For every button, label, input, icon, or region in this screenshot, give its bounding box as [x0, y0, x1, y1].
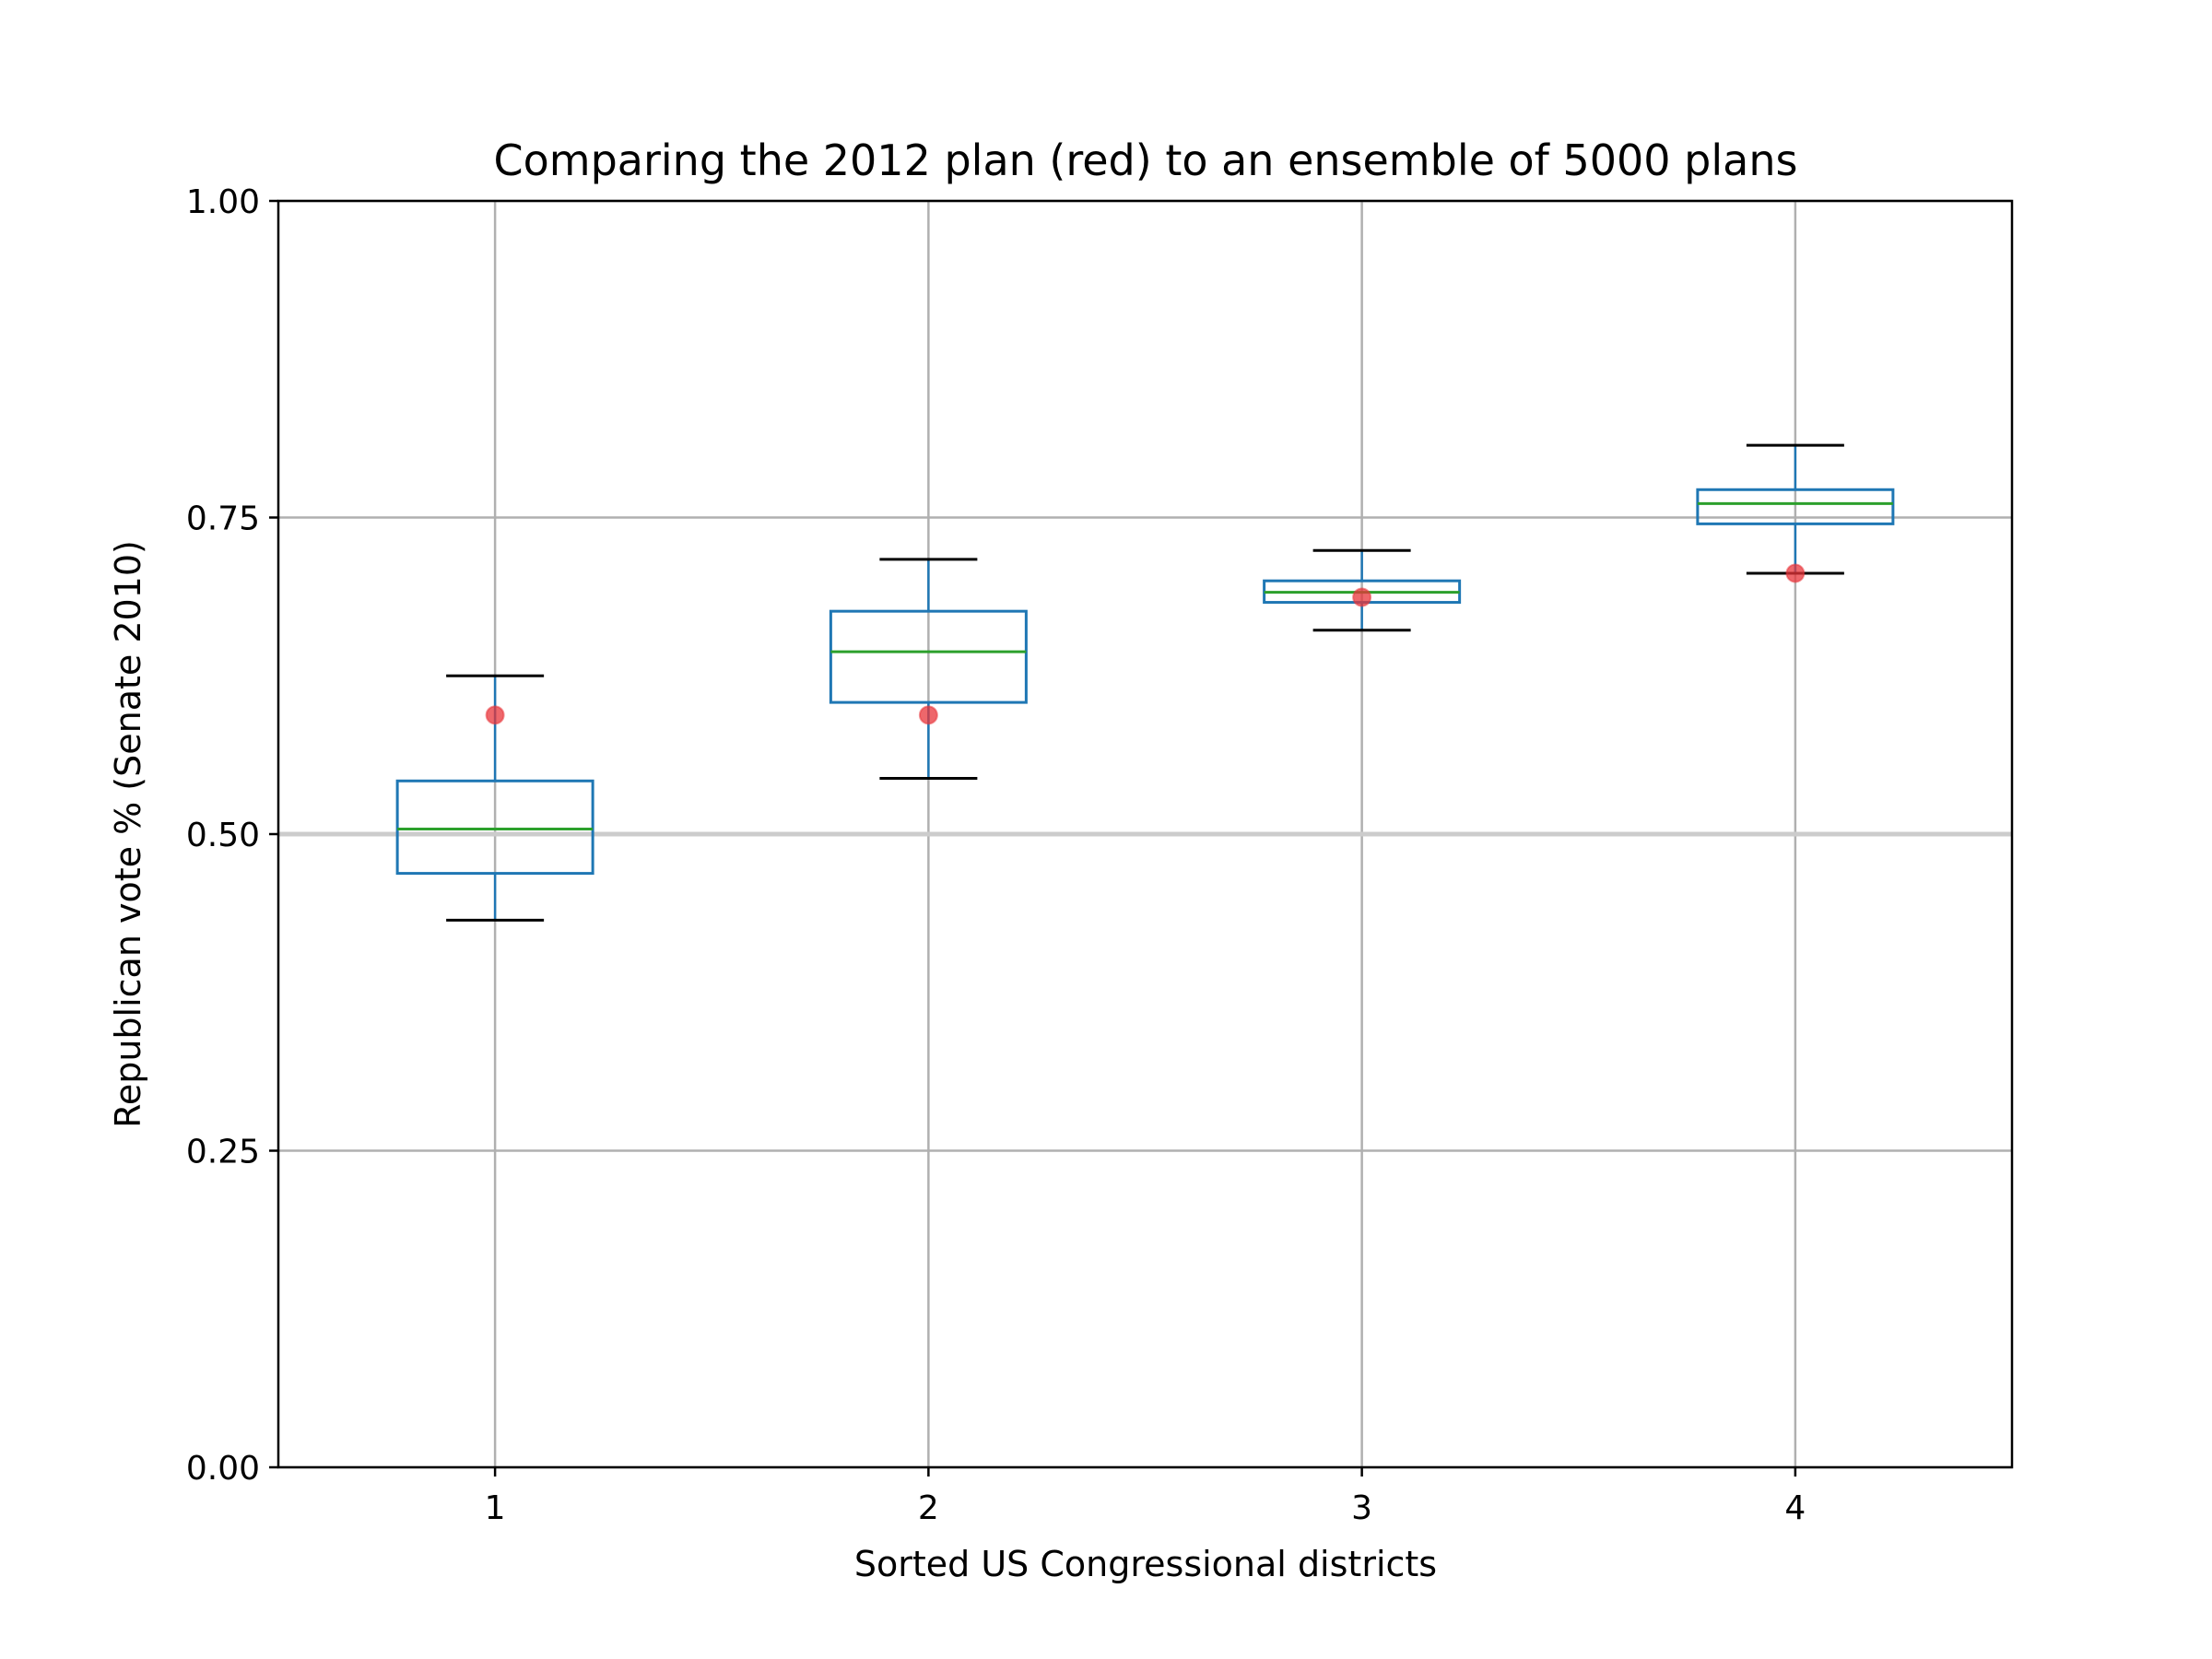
x-tick-label: 1: [485, 1489, 506, 1527]
chart-title: Comparing the 2012 plan (red) to an ense…: [494, 135, 1798, 185]
plan-2012-point: [1352, 587, 1372, 607]
x-axis-ticks: 1 2 3 4: [485, 1467, 1806, 1527]
x-tick-label: 3: [1351, 1489, 1372, 1527]
x-tick-label: 4: [1784, 1489, 1806, 1527]
x-tick-label: 2: [918, 1489, 939, 1527]
box-iqr: [395, 779, 594, 876]
y-axis-label: Republican vote % (Senate 2010): [108, 540, 148, 1128]
box-plots: [395, 443, 1895, 922]
y-tick-label: 1.00: [186, 183, 260, 221]
x-axis-label: Sorted US Congressional districts: [854, 1544, 1437, 1584]
plan-2012-point: [1785, 563, 1806, 583]
y-tick-label: 0.25: [186, 1134, 260, 1171]
plan-2012-point: [485, 705, 505, 725]
plan-2012-points: [485, 563, 1806, 725]
plan-2012-point: [918, 705, 938, 725]
y-tick-label: 0.00: [186, 1450, 260, 1488]
y-tick-label: 0.75: [186, 500, 260, 538]
y-axis-ticks: 0.00 0.25 0.50 0.75 1.00: [186, 183, 278, 1488]
box-iqr: [829, 609, 1028, 704]
box-iqr: [1696, 488, 1895, 525]
y-tick-label: 0.50: [186, 817, 260, 854]
